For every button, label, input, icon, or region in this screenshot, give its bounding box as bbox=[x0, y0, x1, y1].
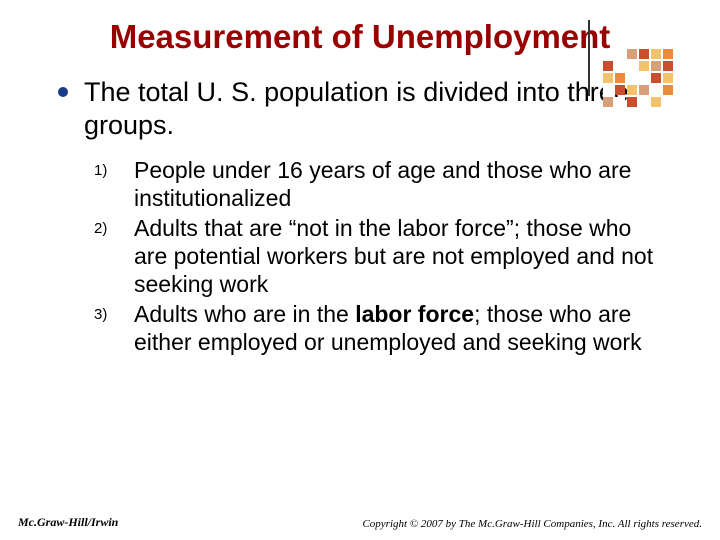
footer: Mc.Graw-Hill/Irwin Copyright © 2007 by T… bbox=[0, 515, 720, 530]
footer-copyright: Copyright © 2007 by The Mc.Graw-Hill Com… bbox=[362, 518, 702, 530]
footer-publisher: Mc.Graw-Hill/Irwin bbox=[18, 515, 118, 530]
list-item-text: People under 16 years of age and those w… bbox=[134, 156, 660, 212]
decor-color-grid bbox=[602, 48, 674, 108]
list-item-text: Adults that are “not in the labor force”… bbox=[134, 214, 660, 298]
main-bullet: The total U. S. population is divided in… bbox=[58, 76, 670, 142]
list-item: 1)People under 16 years of age and those… bbox=[94, 156, 660, 212]
list-marker: 3) bbox=[94, 300, 134, 323]
list-item: 2)Adults that are “not in the labor forc… bbox=[94, 214, 660, 298]
slide-title: Measurement of Unemployment bbox=[110, 18, 611, 56]
title-area: Measurement of Unemployment bbox=[30, 18, 690, 56]
list-item: 3)Adults who are in the labor force; tho… bbox=[94, 300, 660, 356]
slide: Measurement of Unemployment The total U.… bbox=[0, 0, 720, 540]
sublist: 1)People under 16 years of age and those… bbox=[94, 156, 660, 356]
main-bullet-text: The total U. S. population is divided in… bbox=[84, 76, 670, 142]
title-divider bbox=[588, 20, 590, 96]
list-marker: 1) bbox=[94, 156, 134, 179]
list-item-text: Adults who are in the labor force; those… bbox=[134, 300, 660, 356]
list-marker: 2) bbox=[94, 214, 134, 237]
bullet-dot-icon bbox=[58, 87, 68, 97]
